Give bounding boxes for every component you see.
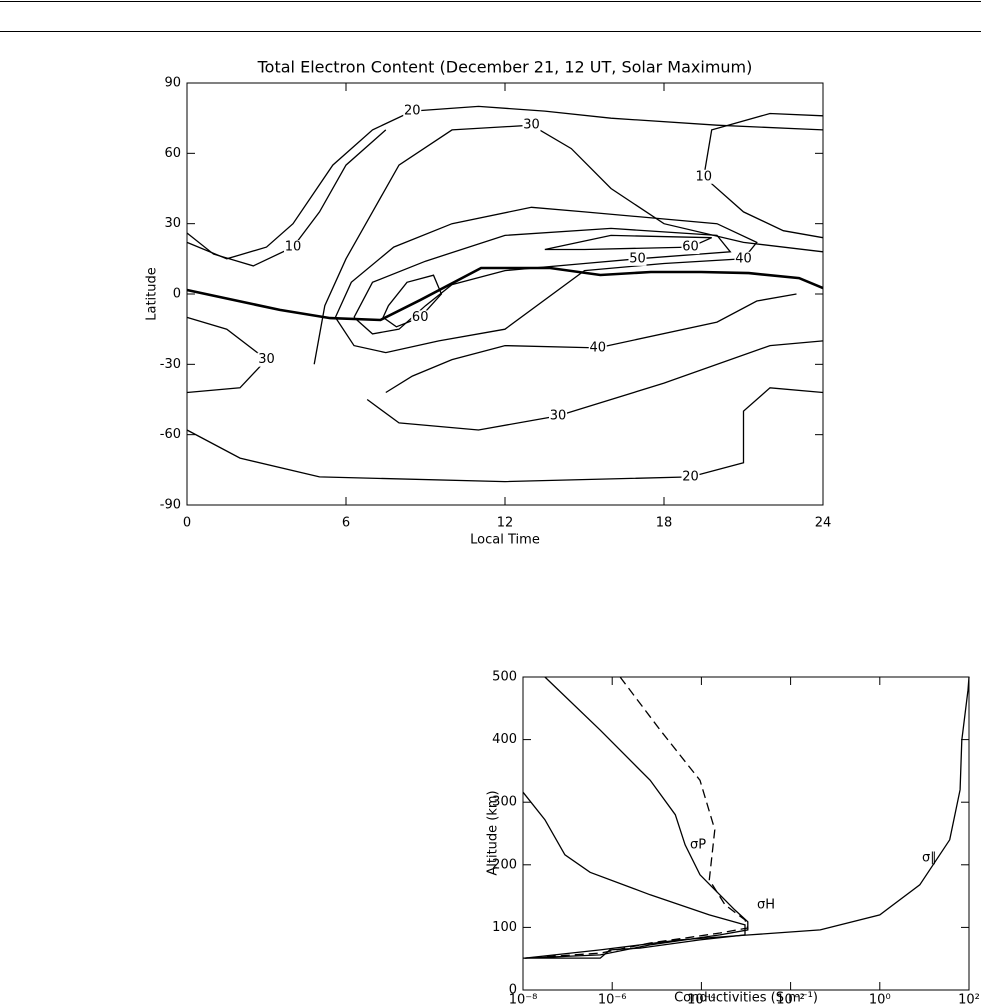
contour-label-bg (734, 251, 753, 266)
x-tick-label: 0 (183, 516, 191, 531)
y-tick-label: 500 (492, 670, 517, 685)
x-tick-label: 10² (958, 993, 980, 1006)
contour-label-bg (522, 118, 541, 133)
y-tick-label: 100 (492, 920, 517, 935)
y-tick-label: -30 (160, 357, 181, 372)
contour-line (385, 293, 797, 394)
x-axis-label: Local Time (470, 533, 540, 548)
contour-line (186, 316, 268, 394)
x-tick-label: 10⁻⁶ (598, 993, 627, 1006)
chart-title: Total Electron Content (December 21, 12 … (257, 58, 753, 77)
contour-label-bg (549, 408, 567, 423)
y-tick-label: 300 (492, 795, 517, 810)
curve-label: σP (690, 838, 706, 853)
y-axis-label: Altitude (km) (486, 790, 501, 875)
contour-label: 50 (629, 251, 646, 266)
y-tick-label: 0 (173, 287, 181, 302)
contour-label: 30 (258, 352, 275, 367)
y-axis-label: Latitude (145, 267, 160, 321)
y-tick-label: -60 (160, 427, 181, 442)
y-tick-label: 200 (492, 857, 517, 872)
contour-label-bg (588, 340, 607, 355)
profile-line (524, 676, 749, 959)
curve-label: σH (757, 898, 775, 913)
x-tick-label: 6 (342, 516, 350, 531)
x-tick-label: 24 (815, 516, 832, 531)
contour-label: 30 (550, 408, 567, 423)
y-tick-label: -90 (160, 498, 181, 513)
contour-label: 20 (404, 104, 421, 119)
contour-label-bg (257, 352, 276, 367)
contour-label-bg (628, 251, 647, 266)
contour-line (186, 105, 824, 260)
profile-line (524, 676, 749, 959)
contour-label-bg (681, 240, 700, 255)
profile-line (524, 676, 970, 959)
x-tick-label: 18 (656, 516, 673, 531)
contour-label: 20 (682, 469, 699, 484)
contour-line (334, 206, 758, 354)
contour-line (544, 234, 712, 251)
profile-line (522, 791, 746, 959)
contour-label: 40 (589, 340, 606, 355)
equator-line (186, 266, 824, 322)
x-tick-label: 10⁻⁸ (509, 993, 538, 1006)
contour-label-bg (681, 469, 700, 484)
contour-label-bg (411, 310, 430, 325)
contour-label: 40 (735, 251, 752, 266)
contour-line (186, 387, 824, 483)
y-tick-label: 400 (492, 732, 517, 747)
contour-label: 10 (285, 240, 302, 255)
y-tick-label: 90 (164, 76, 181, 91)
contour-label-bg (284, 240, 302, 255)
y-tick-label: 60 (164, 146, 181, 161)
contour-label-bg (403, 104, 422, 119)
plot-frame (186, 82, 824, 506)
contour-label: 60 (412, 310, 429, 325)
x-tick-label: 10⁻² (776, 993, 805, 1006)
contour-label: 30 (523, 118, 540, 133)
curve-label: σ∥ (922, 851, 937, 866)
contour-label: 60 (682, 240, 699, 255)
y-tick-label: 0 (509, 983, 517, 998)
x-tick-label: 10⁰ (869, 993, 891, 1006)
x-tick-label: 10⁻⁴ (687, 993, 716, 1006)
plot-frame (522, 676, 970, 991)
contour-label: 10 (695, 169, 712, 184)
y-tick-label: 30 (164, 216, 181, 231)
contour-line (703, 112, 824, 239)
x-tick-label: 12 (497, 516, 514, 531)
contour-label-bg (694, 169, 713, 184)
contour-line (313, 124, 824, 365)
x-axis-label: Conductivities (S m⁻¹) (674, 991, 818, 1006)
